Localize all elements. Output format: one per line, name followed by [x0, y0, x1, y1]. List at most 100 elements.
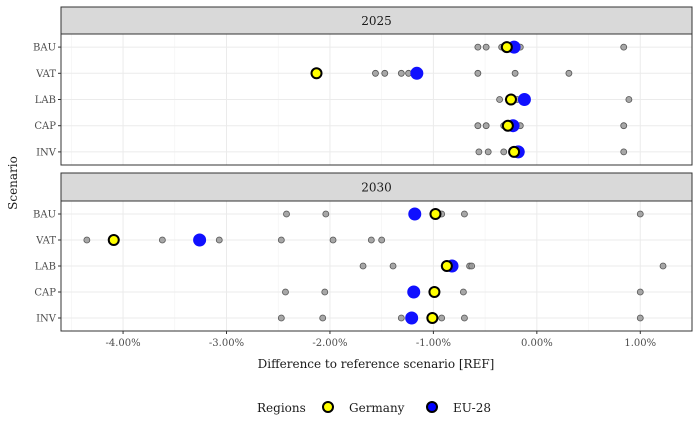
row-lab	[359, 259, 667, 273]
legend-entry-germany: Germany	[322, 401, 405, 415]
point-region	[565, 69, 573, 77]
panel-2025: 2025 BAU VAT LAB CAP INV	[33, 6, 693, 166]
y-tick-label: CAP	[34, 288, 56, 299]
point-germany	[426, 312, 439, 324]
point-region	[389, 262, 397, 270]
point-germany	[107, 234, 120, 246]
point-region	[484, 148, 492, 156]
legend-label-eu28: EU-28	[453, 401, 491, 415]
panel-border	[60, 33, 693, 166]
facet-panels: 2025 BAU VAT LAB CAP INV 2030 BAU VAT LAB CAP INV	[33, 6, 693, 332]
point-region	[322, 210, 330, 218]
x-tick-label: -3.00%	[209, 338, 244, 349]
legend-label-germany: Germany	[349, 401, 405, 415]
legend-title: Regions	[257, 401, 306, 415]
point-region	[359, 262, 367, 270]
point-region	[158, 236, 166, 244]
point-eu28	[517, 93, 531, 106]
legend-entry-eu28: EU-28	[426, 401, 491, 415]
point-germany	[501, 119, 514, 132]
point-region	[636, 288, 644, 296]
point-region	[636, 314, 644, 322]
legend-key-eu28	[426, 401, 438, 413]
strip-label: 2025	[361, 14, 392, 28]
point-eu28	[410, 66, 424, 80]
y-tick-label: BAU	[33, 210, 56, 221]
point-germany	[508, 145, 521, 158]
point-eu28	[408, 207, 422, 221]
point-region	[474, 43, 482, 51]
point-region	[321, 288, 329, 296]
strip-label: 2030	[361, 181, 392, 195]
point-region	[500, 148, 508, 156]
y-axis-title: Scenario	[6, 156, 20, 210]
point-region	[381, 69, 389, 77]
point-region	[459, 288, 467, 296]
point-region	[277, 236, 285, 244]
point-region	[367, 236, 375, 244]
point-region	[277, 314, 285, 322]
row-vat	[83, 233, 386, 247]
point-region	[468, 262, 476, 270]
x-axis: -4.00% -3.00% -2.00% -1.00% 0.00% 1.00%	[105, 331, 656, 349]
point-region	[482, 122, 490, 130]
point-germany	[428, 286, 441, 298]
point-region	[475, 148, 483, 156]
point-region	[474, 122, 482, 130]
y-tick-label: LAB	[35, 95, 56, 106]
x-tick-label: 0.00%	[521, 338, 553, 349]
point-eu28	[407, 285, 421, 299]
y-tick-label: BAU	[33, 43, 56, 54]
y-tick-label: LAB	[35, 262, 56, 273]
y-tick-label: VAT	[35, 69, 56, 80]
point-region	[620, 43, 628, 51]
row-bau	[474, 40, 628, 54]
point-eu28	[405, 311, 419, 325]
row-vat	[310, 66, 573, 80]
y-tick-label: INV	[36, 314, 57, 325]
x-tick-label: -1.00%	[416, 338, 451, 349]
row-cap	[474, 119, 628, 133]
x-tick-label: -2.00%	[312, 338, 347, 349]
point-region	[636, 210, 644, 218]
point-germany	[440, 260, 453, 272]
legend-key-germany	[322, 401, 334, 413]
point-germany	[500, 41, 513, 54]
point-region	[378, 236, 386, 244]
point-germany	[429, 208, 442, 220]
point-region	[438, 314, 446, 322]
point-region	[329, 236, 337, 244]
point-region	[511, 69, 519, 77]
row-inv	[475, 145, 628, 159]
point-region	[625, 96, 633, 103]
panel-border	[60, 200, 693, 332]
point-region	[474, 69, 482, 77]
point-region	[372, 69, 379, 77]
row-lab	[496, 93, 633, 106]
point-region	[397, 314, 405, 322]
point-region	[659, 262, 667, 270]
point-region	[283, 210, 290, 218]
point-region	[461, 314, 468, 322]
point-region	[620, 122, 628, 130]
point-region	[496, 96, 503, 103]
strip-background	[60, 6, 693, 35]
row-bau	[283, 207, 644, 221]
row-inv	[277, 311, 644, 325]
point-region	[482, 43, 490, 51]
y-tick-label: INV	[36, 147, 57, 158]
point-region	[620, 148, 628, 156]
point-region	[319, 314, 327, 322]
y-tick-label: CAP	[34, 121, 56, 132]
point-region	[83, 236, 91, 244]
panel-2030: 2030 BAU VAT LAB CAP INV	[33, 172, 693, 332]
row-cap	[282, 285, 644, 299]
point-region	[282, 288, 289, 296]
point-region	[397, 69, 405, 77]
x-tick-label: 1.00%	[624, 338, 656, 349]
point-eu28	[193, 233, 207, 247]
point-region	[215, 236, 223, 244]
point-germany	[504, 93, 517, 106]
x-tick-label: -4.00%	[105, 338, 140, 349]
